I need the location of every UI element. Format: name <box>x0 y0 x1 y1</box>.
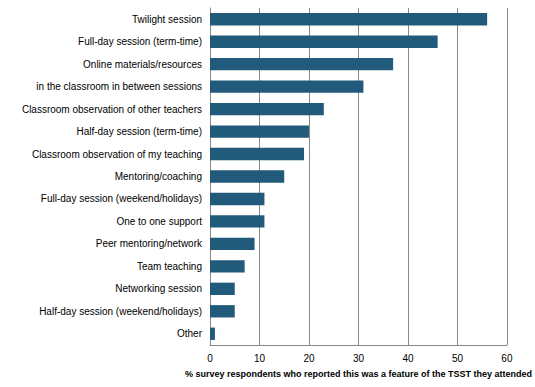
svg-text:50: 50 <box>452 353 464 364</box>
svg-text:in the classroom in between se: in the classroom in between sessions <box>36 81 202 92</box>
svg-text:10: 10 <box>254 353 266 364</box>
svg-text:Twilight session: Twilight session <box>132 14 202 25</box>
svg-text:60: 60 <box>501 353 513 364</box>
svg-text:Half-day session (term-time): Half-day session (term-time) <box>76 126 202 137</box>
svg-text:Networking session: Networking session <box>115 283 202 294</box>
svg-text:Online materials/resources: Online materials/resources <box>83 59 202 70</box>
svg-text:20: 20 <box>303 353 315 364</box>
svg-text:Classroom observation of my te: Classroom observation of my teaching <box>32 149 202 160</box>
svg-text:30: 30 <box>353 353 365 364</box>
svg-text:Full-day session (weekend/holi: Full-day session (weekend/holidays) <box>41 193 202 204</box>
svg-text:% survey respondents who repor: % survey respondents who reported this w… <box>185 369 532 379</box>
svg-text:Classroom observation of other: Classroom observation of other teachers <box>22 104 202 115</box>
svg-text:Peer mentoring/network: Peer mentoring/network <box>96 238 203 249</box>
svg-text:Other: Other <box>177 328 203 339</box>
svg-text:Full-day session (term-time): Full-day session (term-time) <box>78 36 202 47</box>
svg-text:40: 40 <box>402 353 414 364</box>
svg-text:0: 0 <box>207 353 213 364</box>
svg-text:Half-day session (weekend/holi: Half-day session (weekend/holidays) <box>39 306 202 317</box>
svg-text:Team teaching: Team teaching <box>137 261 202 272</box>
svg-text:Mentoring/coaching: Mentoring/coaching <box>115 171 202 182</box>
svg-text:One to one support: One to one support <box>116 216 202 227</box>
